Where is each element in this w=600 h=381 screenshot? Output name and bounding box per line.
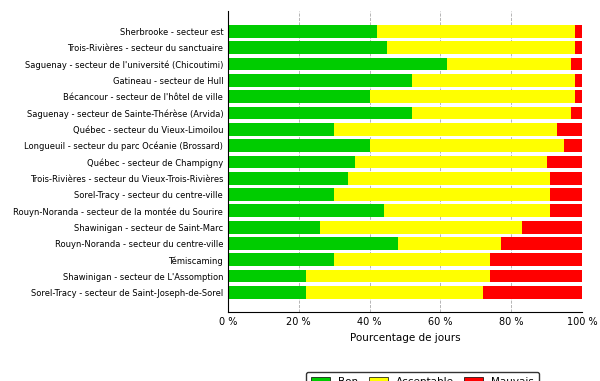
Bar	[557, 123, 582, 136]
Bar	[228, 139, 370, 152]
Bar	[483, 286, 582, 299]
Bar	[384, 205, 550, 217]
Bar	[490, 270, 582, 282]
Bar	[228, 286, 306, 299]
Bar	[571, 58, 582, 70]
Bar	[349, 172, 550, 184]
Bar	[228, 205, 384, 217]
Bar	[448, 58, 571, 70]
Bar	[412, 107, 571, 119]
Bar	[575, 25, 582, 38]
X-axis label: Pourcentage de jours: Pourcentage de jours	[350, 333, 460, 343]
Bar	[228, 172, 349, 184]
Bar	[547, 155, 582, 168]
Legend: Bon, Acceptable, Mauvais: Bon, Acceptable, Mauvais	[306, 372, 539, 381]
Bar	[228, 90, 370, 103]
Bar	[228, 253, 334, 266]
Bar	[550, 188, 582, 201]
Bar	[575, 90, 582, 103]
Bar	[228, 42, 388, 54]
Bar	[228, 123, 334, 136]
Bar	[306, 270, 490, 282]
Bar	[370, 139, 564, 152]
Bar	[334, 253, 490, 266]
Bar	[571, 107, 582, 119]
Bar	[522, 221, 582, 234]
Bar	[490, 253, 582, 266]
Bar	[564, 139, 582, 152]
Bar	[228, 188, 334, 201]
Bar	[550, 205, 582, 217]
Bar	[550, 172, 582, 184]
Bar	[575, 42, 582, 54]
Bar	[334, 188, 550, 201]
Bar	[228, 107, 412, 119]
Bar	[398, 237, 500, 250]
Bar	[228, 221, 320, 234]
Bar	[334, 123, 557, 136]
Bar	[228, 58, 448, 70]
Bar	[228, 237, 398, 250]
Bar	[355, 155, 547, 168]
Bar	[228, 270, 306, 282]
Bar	[306, 286, 483, 299]
Bar	[377, 25, 575, 38]
Bar	[320, 221, 522, 234]
Bar	[412, 74, 575, 87]
Bar	[500, 237, 582, 250]
Bar	[575, 74, 582, 87]
Bar	[388, 42, 575, 54]
Bar	[228, 74, 412, 87]
Bar	[228, 25, 377, 38]
Bar	[370, 90, 575, 103]
Bar	[228, 155, 355, 168]
